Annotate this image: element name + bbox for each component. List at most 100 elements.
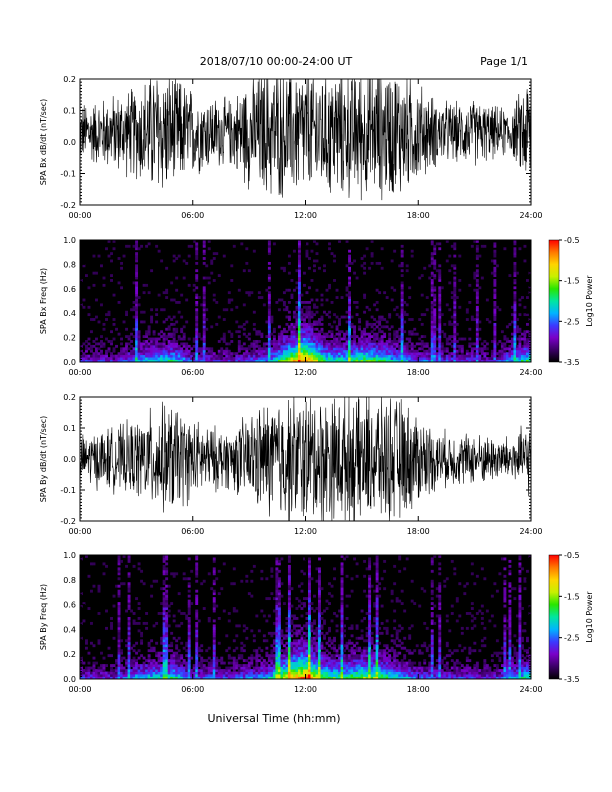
spectrogram-cell bbox=[202, 240, 206, 243]
spectrogram-cell bbox=[82, 298, 86, 302]
spectrogram-cell bbox=[185, 674, 189, 677]
spectrogram-cell bbox=[257, 671, 261, 675]
spectrogram-cell bbox=[87, 674, 91, 677]
spectrogram-cell bbox=[368, 661, 372, 665]
spectrogram-cell bbox=[365, 320, 369, 324]
spectrogram-cell bbox=[167, 347, 171, 351]
spectrogram-cell bbox=[202, 320, 206, 324]
spectrogram-cell bbox=[300, 344, 304, 348]
spectrogram-cell bbox=[140, 674, 144, 677]
spectrogram-cell bbox=[423, 313, 427, 317]
spectrogram-cell bbox=[490, 354, 494, 358]
spectrogram-cell bbox=[255, 664, 259, 667]
spectrogram-cell bbox=[380, 340, 384, 343]
spectrogram-cell bbox=[237, 347, 241, 351]
spectrogram-cell bbox=[217, 676, 221, 680]
spectrogram-cell bbox=[335, 352, 339, 356]
spectrogram-cell bbox=[135, 651, 139, 655]
spectrogram-cell bbox=[220, 674, 224, 677]
spectrogram-cell bbox=[493, 332, 497, 336]
spectrogram-cell bbox=[237, 354, 241, 358]
spectrogram-cell bbox=[302, 664, 306, 667]
spectrogram-cell bbox=[395, 332, 399, 336]
spectrogram-cell bbox=[292, 617, 296, 620]
spectrogram-cell bbox=[280, 342, 284, 346]
spectrogram-cell bbox=[275, 589, 279, 593]
spectrogram-cell bbox=[403, 354, 407, 358]
spectrogram-cell bbox=[458, 354, 462, 358]
spectrogram-cell bbox=[285, 669, 289, 672]
spectrogram-cell bbox=[295, 352, 299, 356]
spectrogram-cell bbox=[155, 666, 159, 670]
spectrogram-cell bbox=[287, 357, 291, 360]
spectrogram-cell bbox=[212, 279, 216, 282]
spectrogram-cell bbox=[112, 359, 116, 363]
spectrogram-cell bbox=[220, 354, 224, 358]
spectrogram-cell bbox=[297, 291, 301, 295]
spectrogram-cell bbox=[92, 664, 96, 667]
spectrogram-cell bbox=[235, 609, 239, 613]
spectrogram-cell bbox=[167, 357, 171, 360]
spectrogram-cell bbox=[285, 322, 289, 326]
spectrogram-cell bbox=[120, 349, 123, 353]
spectrogram-cell bbox=[120, 582, 123, 586]
spectrogram-cell bbox=[175, 654, 179, 658]
spectrogram-cell bbox=[130, 359, 134, 363]
spectrogram-cell bbox=[305, 664, 309, 667]
spectrogram-cell bbox=[292, 342, 296, 346]
spectrogram-cell bbox=[428, 349, 432, 353]
spectrogram-cell bbox=[365, 352, 369, 356]
spectrogram-cell bbox=[117, 609, 121, 613]
spectrogram-cell bbox=[523, 305, 527, 309]
spectrogram-cell bbox=[503, 337, 507, 341]
spectrogram-2 bbox=[80, 240, 532, 363]
spectrogram-cell bbox=[252, 639, 256, 643]
spectrogram-cell bbox=[320, 337, 324, 341]
spectrogram-cell bbox=[270, 315, 274, 319]
spectrogram-cell bbox=[165, 629, 169, 633]
spectrogram-cell bbox=[225, 671, 229, 675]
spectrogram-cell bbox=[440, 352, 444, 356]
spectrogram-cell bbox=[340, 629, 344, 633]
spectrogram-cell bbox=[460, 357, 464, 360]
spectrogram-cell bbox=[370, 359, 374, 363]
spectrogram-cell bbox=[348, 301, 351, 304]
spectrogram-cell bbox=[295, 629, 299, 633]
spectrogram-cell bbox=[212, 671, 216, 675]
spectrogram-cell bbox=[242, 629, 246, 633]
spectrogram-cell bbox=[373, 352, 377, 356]
spectrogram-cell bbox=[105, 349, 108, 353]
spectrogram-cell bbox=[450, 354, 454, 358]
spectrogram-cell bbox=[287, 301, 291, 304]
spectrogram-cell bbox=[145, 342, 149, 346]
spectrogram-cell bbox=[230, 335, 234, 338]
spectrogram-cell bbox=[195, 664, 199, 667]
spectrogram-cell bbox=[230, 671, 234, 675]
spectrogram-cell bbox=[165, 626, 169, 630]
spectrogram-cell bbox=[418, 357, 422, 360]
spectrogram-cell bbox=[187, 651, 191, 655]
spectrogram-cell bbox=[252, 347, 256, 351]
spectrogram-cell bbox=[295, 664, 299, 667]
spectrogram-cell bbox=[378, 318, 382, 321]
spectrogram-cell bbox=[368, 582, 372, 586]
spectrogram-cell bbox=[400, 303, 404, 307]
spectrogram-cell bbox=[255, 359, 259, 363]
spectrogram-cell bbox=[257, 674, 261, 677]
spectrogram-cell bbox=[270, 656, 274, 660]
spectrogram-cell bbox=[320, 676, 324, 680]
spectrogram-cell bbox=[302, 639, 306, 643]
spectrogram-cell bbox=[435, 242, 439, 246]
spectrogram-cell bbox=[170, 357, 174, 360]
spectrogram-cell bbox=[353, 354, 357, 358]
spectrogram-cell bbox=[202, 296, 206, 299]
spectrogram-cell bbox=[430, 327, 434, 331]
spectrogram-cell bbox=[167, 349, 171, 353]
spectrogram-cell bbox=[165, 676, 169, 680]
spectrogram-cell bbox=[277, 308, 281, 312]
spectrogram-cell bbox=[308, 671, 311, 675]
spectrogram-cell bbox=[290, 614, 294, 618]
spectrogram-cell bbox=[400, 274, 404, 277]
spectrogram-cell bbox=[197, 646, 201, 650]
spectrogram-cell bbox=[378, 349, 382, 353]
